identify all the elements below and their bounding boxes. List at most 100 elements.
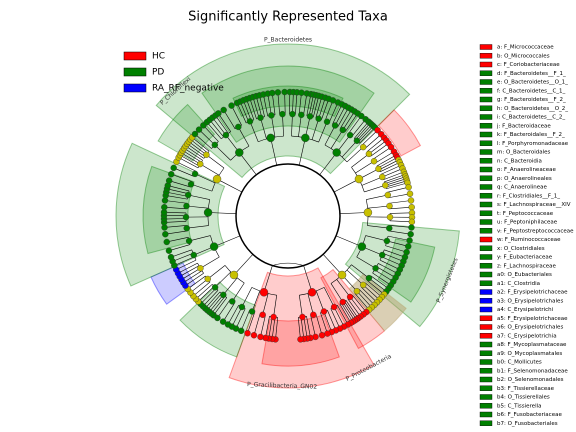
branch xyxy=(243,100,252,121)
taxon-node xyxy=(339,126,347,134)
branch xyxy=(370,143,389,157)
branch xyxy=(190,139,208,154)
branch xyxy=(183,147,203,161)
branch xyxy=(364,282,383,298)
key-label: u: F_Peptoniphilaceae xyxy=(497,220,558,226)
key-swatch xyxy=(479,79,493,85)
branch xyxy=(239,101,249,122)
key-swatch xyxy=(479,315,493,321)
branch xyxy=(344,300,357,320)
key-label: i: C_Bacteroidetes__C_2_ xyxy=(497,115,565,121)
key-label: a5: F_Erysipelotrichaceae xyxy=(497,316,568,322)
branch xyxy=(236,102,247,124)
taxon-node xyxy=(250,332,258,339)
branch xyxy=(298,92,302,115)
branch xyxy=(213,297,228,316)
branch xyxy=(336,279,351,298)
taxon-node xyxy=(299,313,306,321)
branch xyxy=(178,157,199,169)
branch xyxy=(378,263,398,274)
branch xyxy=(189,235,211,242)
taxon-node xyxy=(259,311,266,319)
branch xyxy=(182,150,202,163)
taxon-node xyxy=(248,308,256,315)
branch xyxy=(231,306,243,327)
key-swatch xyxy=(479,298,493,304)
key-label: a8: F_Mycoplasmataceae xyxy=(497,342,567,348)
branch xyxy=(367,225,390,229)
key-label: a9: O_Mycoplasmatales xyxy=(497,351,562,357)
taxon-node xyxy=(235,123,242,131)
branch xyxy=(351,119,366,137)
key-label: b4: O_Tissierellales xyxy=(497,395,550,401)
taxon-node xyxy=(406,190,414,198)
key-label: e: O_Bacteroidetes__O_1_ xyxy=(497,80,568,86)
branch xyxy=(207,265,226,280)
branch xyxy=(333,178,360,193)
taxon-node xyxy=(235,148,244,157)
taxon-node xyxy=(330,303,338,311)
branch xyxy=(306,316,311,338)
branch xyxy=(181,268,201,280)
clade-shade xyxy=(155,43,411,179)
branch xyxy=(346,146,364,163)
taxon-node xyxy=(310,311,317,319)
clade-shade xyxy=(150,262,196,305)
branch xyxy=(232,282,245,302)
branch xyxy=(389,206,412,210)
key-label: l: F_Porphyromonadaceae xyxy=(497,141,569,147)
branch xyxy=(173,167,195,177)
key-label: b5: C_Tissierella xyxy=(497,403,542,409)
branch xyxy=(271,92,276,115)
branch xyxy=(231,105,242,126)
branch xyxy=(171,173,193,182)
chart-title: Significantly Represented Taxa xyxy=(188,10,388,25)
branch xyxy=(385,180,407,188)
branch xyxy=(388,193,411,199)
key-swatch xyxy=(479,140,493,146)
branch xyxy=(321,98,329,120)
taxon-node xyxy=(353,288,361,295)
branch xyxy=(341,302,354,322)
taxon-node xyxy=(370,157,378,165)
taxon-node xyxy=(315,115,322,122)
taxon-node xyxy=(375,165,382,173)
key-swatch xyxy=(479,306,493,313)
branch xyxy=(303,265,313,293)
key-label: f: C_Bacteroidetes__C_1_ xyxy=(497,88,566,94)
taxon-node xyxy=(353,137,361,144)
clade-label: P_Gracilibacteria_GN02 xyxy=(247,381,318,390)
branch xyxy=(323,311,332,333)
branch xyxy=(235,308,246,329)
key-swatch xyxy=(479,228,493,234)
branch xyxy=(360,286,378,303)
branch xyxy=(253,313,261,336)
key-label: b1: F_Selenomonadaceae xyxy=(497,368,568,374)
key-swatch xyxy=(479,184,493,190)
taxon-node xyxy=(266,133,275,143)
key-swatch xyxy=(479,376,493,383)
branch xyxy=(361,176,383,186)
branch xyxy=(387,186,409,193)
branch xyxy=(185,145,204,159)
taxon-node xyxy=(279,110,286,118)
key-swatch xyxy=(479,149,493,155)
key-swatch xyxy=(479,44,493,50)
branch xyxy=(339,303,352,323)
branch xyxy=(378,159,399,171)
branch xyxy=(271,115,276,138)
key-label: t: F_Peptococcaceae xyxy=(497,211,554,217)
key-swatch xyxy=(479,114,493,120)
taxon-node xyxy=(211,284,219,291)
branch xyxy=(339,212,368,215)
branch xyxy=(354,292,370,311)
taxon-node xyxy=(408,218,416,226)
key-swatch xyxy=(479,341,493,348)
key-swatch xyxy=(479,219,493,225)
key-label: a7: C_Erysipelotrichia xyxy=(497,333,557,339)
branch xyxy=(323,287,335,308)
branch xyxy=(306,94,312,116)
taxon-node xyxy=(184,191,192,199)
branch xyxy=(187,143,206,157)
taxon-node xyxy=(220,106,227,114)
